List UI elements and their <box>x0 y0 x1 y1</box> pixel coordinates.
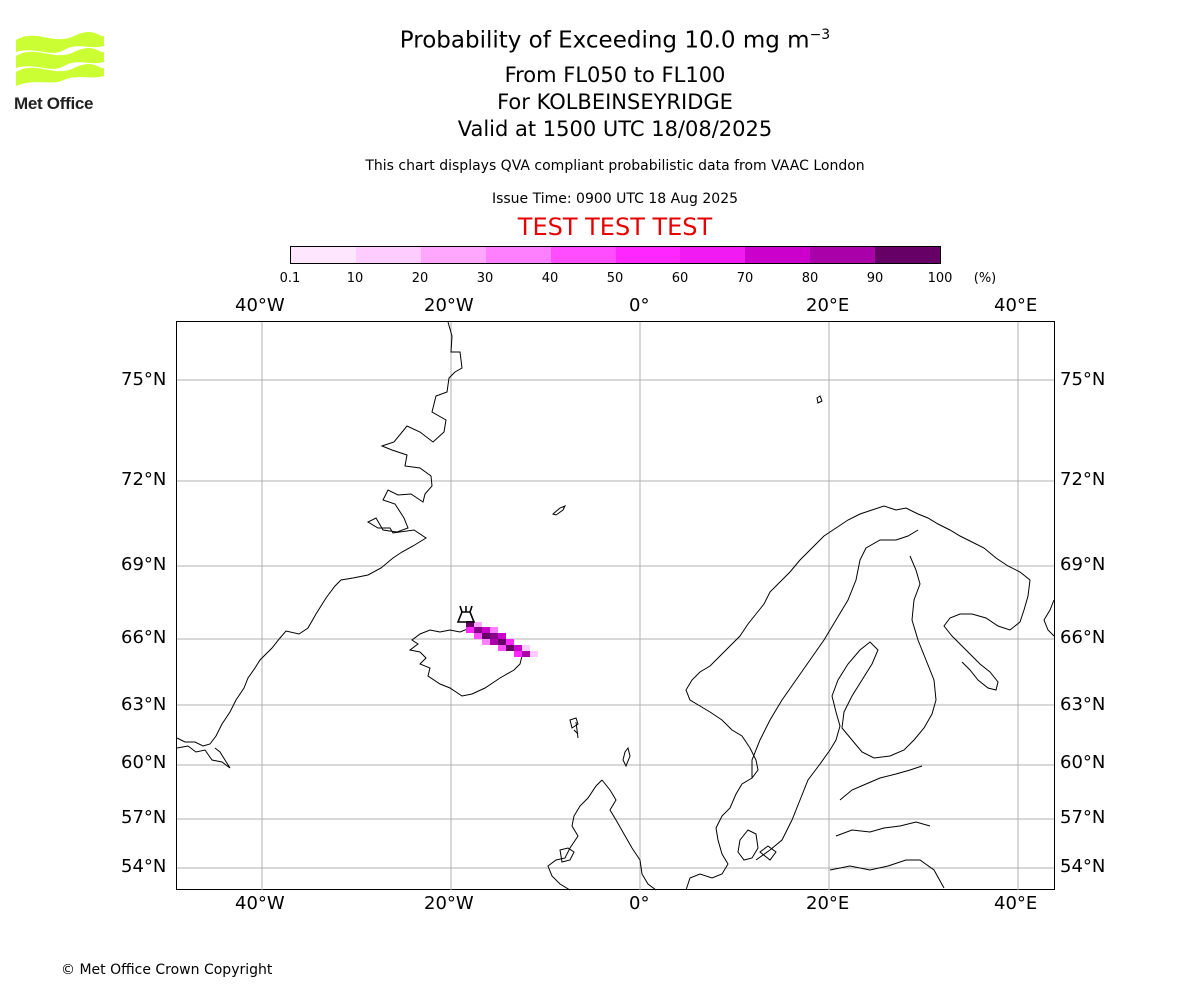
colorbar-tick: 20 <box>411 271 429 286</box>
lat-label-left: 57°N <box>121 807 167 828</box>
copyright: © Met Office Crown Copyright <box>61 962 273 978</box>
colorbar-unit: (%) <box>973 271 997 286</box>
colorbar-tick: 100 <box>927 271 953 286</box>
colorbar-tick: 30 <box>476 271 494 286</box>
colorbar-tick: 50 <box>606 271 624 286</box>
logo-text: Met Office <box>14 94 94 113</box>
valid-time: Valid at 1500 UTC 18/08/2025 <box>457 117 773 141</box>
colorbar-bin <box>291 247 356 263</box>
colorbar-bin <box>420 247 486 263</box>
lon-label-bottom: 0° <box>629 893 650 914</box>
colorbar-tick: 90 <box>866 271 884 286</box>
disclaimer: This chart displays QVA compliant probab… <box>365 158 865 174</box>
volcano-name: For KOLBEINSEYRIDGE <box>497 90 733 114</box>
lat-label-right: 69°N <box>1060 554 1106 575</box>
lat-label-left: 63°N <box>121 694 167 715</box>
colorbar-tick: 10 <box>346 271 364 286</box>
lon-label-top: 40°E <box>994 295 1038 316</box>
ash-probability-plume <box>466 621 538 657</box>
lon-label-bottom: 40°W <box>235 893 285 914</box>
scandinavia-coast <box>685 505 1031 891</box>
colorbar-tick: 60 <box>671 271 689 286</box>
chart-title: Probability of Exceeding 10.0 mg m−3 <box>0 27 1200 54</box>
colorbar-bin <box>875 247 941 263</box>
lon-label-bottom: 40°E <box>994 893 1038 914</box>
lon-label-top: 20°E <box>806 295 850 316</box>
graticule <box>177 322 1054 890</box>
colorbar-bin <box>615 247 681 263</box>
lat-label-right: 72°N <box>1060 469 1106 490</box>
flight-level-range: From FL050 to FL100 <box>504 63 726 87</box>
colorbar-bin <box>485 247 551 263</box>
volcano-marker-icon <box>456 605 476 623</box>
lat-label-left: 54°N <box>121 856 167 877</box>
lon-label-bottom: 20°W <box>424 893 474 914</box>
title-text: Probability of Exceeding 10.0 mg m <box>399 27 810 54</box>
met-office-waves-icon <box>16 31 104 86</box>
lat-label-left: 60°N <box>121 752 167 773</box>
map-panel <box>176 321 1055 891</box>
lat-label-right: 63°N <box>1060 694 1106 715</box>
colorbar-tick: 80 <box>801 271 819 286</box>
colorbar-tick: 70 <box>736 271 754 286</box>
met-office-logo: Met Office <box>14 30 109 113</box>
lon-label-bottom: 20°E <box>806 893 850 914</box>
lat-label-left: 69°N <box>121 554 167 575</box>
issue-time: Issue Time: 0900 UTC 18 Aug 2025 <box>491 191 739 207</box>
lon-label-top: 0° <box>629 295 650 316</box>
test-banner: TEST TEST TEST <box>517 213 713 241</box>
lat-label-right: 60°N <box>1060 752 1106 773</box>
lat-label-left: 72°N <box>121 469 167 490</box>
lat-label-left: 75°N <box>121 369 167 390</box>
colorbar-bin <box>680 247 746 263</box>
lat-label-right: 57°N <box>1060 807 1106 828</box>
uk-coast <box>547 779 657 891</box>
colorbar-tick: 0.1 <box>279 271 301 286</box>
lat-label-right: 54°N <box>1060 856 1106 877</box>
lat-label-right: 66°N <box>1060 627 1106 648</box>
lon-label-top: 20°W <box>424 295 474 316</box>
lon-label-top: 40°W <box>235 295 285 316</box>
lat-label-right: 75°N <box>1060 369 1106 390</box>
lat-label-left: 66°N <box>121 627 167 648</box>
greenland-coast <box>176 321 463 747</box>
title-exponent: −3 <box>809 27 831 43</box>
colorbar-bin <box>355 247 421 263</box>
colorbar <box>290 246 941 264</box>
colorbar-tick: 40 <box>541 271 559 286</box>
colorbar-bin <box>550 247 616 263</box>
colorbar-bin <box>745 247 811 263</box>
colorbar-bin <box>810 247 876 263</box>
